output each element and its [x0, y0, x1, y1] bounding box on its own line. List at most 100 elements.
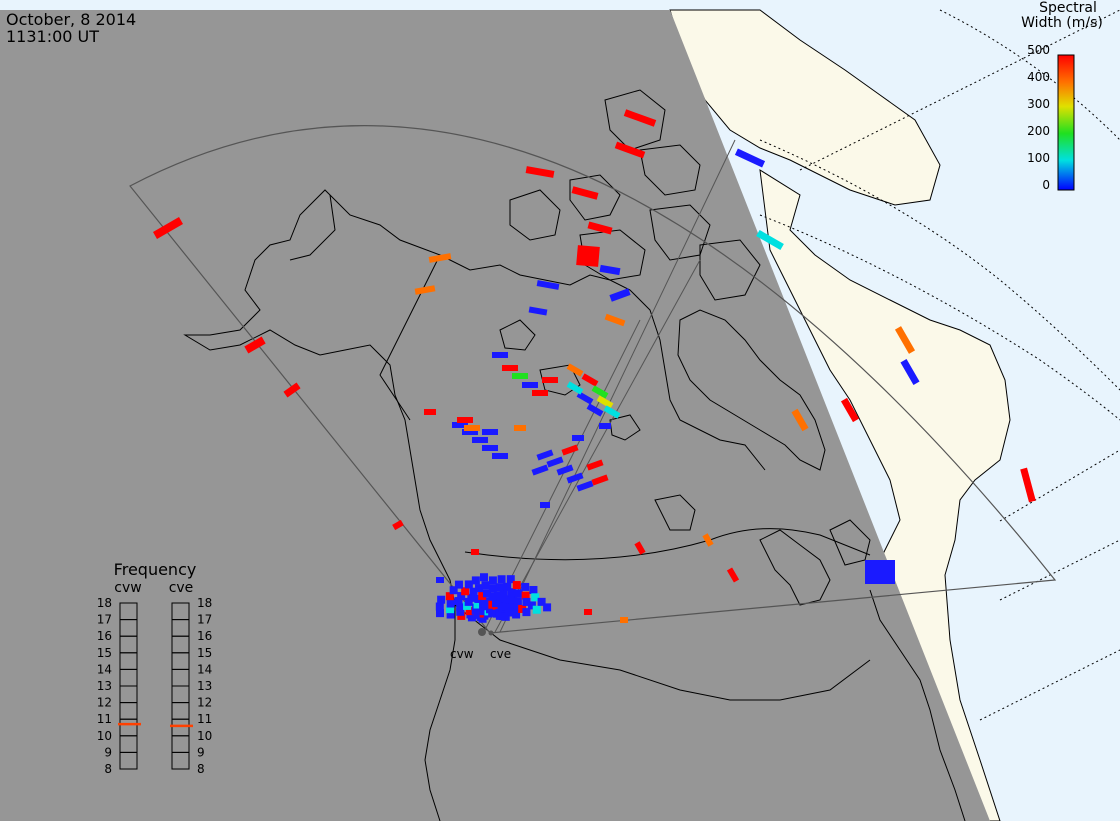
radar-echo-cell	[566, 472, 584, 484]
radar-echo-cell	[492, 352, 508, 358]
frequency-scale-label-cve: 13	[197, 679, 212, 693]
radar-echo-cell	[894, 326, 916, 354]
radar-echo-cell	[488, 584, 497, 593]
frequency-scale-label-cve: 9	[197, 745, 205, 759]
radar-echo-cell	[482, 589, 491, 598]
colorbar-tick-label: 500	[1027, 43, 1050, 57]
radar-echo-cell	[596, 395, 614, 409]
frequency-scale-label-cve: 17	[197, 613, 212, 627]
radar-echo-cell	[446, 605, 455, 614]
radar-echo-cell	[603, 405, 621, 419]
night-side-shade	[0, 10, 990, 821]
radar-echo-cell	[513, 597, 522, 606]
radar-site-label-cve: cve	[490, 647, 511, 661]
radar-echo-cell	[536, 280, 560, 290]
frequency-scale-label-cvw: 12	[97, 696, 112, 710]
radar-echo-cell	[634, 541, 646, 555]
radar-echo-cell	[501, 602, 510, 611]
radar-echo-cell	[561, 444, 579, 456]
frequency-scale-label-cvw: 8	[104, 762, 112, 776]
frequency-scale-label-cvw: 9	[104, 745, 112, 759]
radar-echo-cell	[496, 598, 505, 607]
radar-echo-cell	[508, 595, 517, 604]
radar-site-label-cvw: cvw	[450, 647, 474, 661]
radar-echo-cell	[495, 583, 504, 592]
radar-echo-cell	[454, 580, 463, 589]
radar-echo-cell	[478, 591, 487, 600]
frequency-scale-label-cve: 10	[197, 729, 212, 743]
radar-echo-cell	[546, 456, 564, 468]
frequency-scale-label-cvw: 15	[97, 646, 112, 660]
radar-echo-cell	[566, 381, 584, 395]
radar-echo-cell	[614, 141, 646, 159]
radar-echo-cell	[436, 577, 444, 583]
radar-echo-cell	[532, 605, 541, 614]
frequency-scale-label-cvw: 10	[97, 729, 112, 743]
radar-echo-cell	[457, 417, 473, 423]
radar-echo-cell	[556, 464, 574, 476]
colorbar-tick-label: 300	[1027, 97, 1050, 111]
radar-echo-cell	[521, 591, 530, 600]
radar-echo-cell	[571, 186, 599, 200]
radar-echo-cell	[503, 582, 512, 591]
radar-echo-cell	[586, 459, 604, 471]
radar-echo-cell	[462, 429, 478, 435]
radar-echo-cell	[446, 599, 455, 608]
date-label: October, 8 2014	[6, 10, 136, 29]
radar-echo-cell	[521, 582, 530, 591]
frequency-scale-label-cvw: 18	[97, 596, 112, 610]
radar-echo-cell	[531, 464, 549, 476]
political-boundaries	[379, 254, 871, 561]
frequency-scale-boxes	[119, 602, 190, 770]
radar-echo-cell	[512, 581, 521, 590]
radar-echo-cell	[518, 604, 527, 613]
radar-echo-cell	[449, 586, 458, 595]
frequency-scale-label-cvw: 11	[97, 712, 112, 726]
frequency-scale-label-cvw: 16	[97, 629, 112, 643]
frequency-scale-label-cve: 18	[197, 596, 212, 610]
frequency-scale-label-cve: 8	[197, 762, 205, 776]
frequency-radar-label-cvw: cvw	[114, 580, 141, 596]
radar-site-cve-marker[interactable]	[488, 630, 494, 636]
radar-echo-cell	[457, 592, 466, 601]
radar-echo-cell	[488, 576, 497, 585]
frequency-scale-box	[119, 751, 138, 770]
radar-echo-cell	[623, 109, 657, 127]
radar-echo-cell	[900, 358, 920, 386]
radar-echo-cell	[572, 435, 584, 441]
time-label: 1131:00 UT	[6, 27, 99, 46]
radar-echo-cell	[540, 502, 550, 508]
radar-echo-cell	[522, 608, 531, 617]
frequency-scale-label-cve: 12	[197, 696, 212, 710]
radar-echo-cell	[522, 597, 531, 606]
radar-echo-cell	[471, 576, 480, 585]
radar-echo-cell	[445, 592, 454, 601]
radar-echo-cell	[283, 382, 301, 398]
radar-echo-cell	[514, 425, 526, 431]
radar-echo-cell	[436, 609, 445, 618]
radar-echo-cell	[446, 610, 455, 619]
radar-sites: cvw cve	[450, 628, 511, 661]
radar-echo-cell	[734, 148, 766, 168]
radar-echo-cell	[587, 221, 613, 235]
radar-echo-cell	[591, 385, 609, 399]
colorbar-tick-label: 200	[1027, 124, 1050, 138]
radar-echo-cell	[491, 599, 500, 608]
radar-echo-cell	[531, 593, 540, 602]
radar-echo-cell	[536, 449, 554, 461]
frequency-scale-box	[171, 751, 190, 770]
radar-echo-cell	[467, 593, 476, 602]
radar-echo-cell	[456, 607, 465, 616]
radar-echo-cell	[428, 253, 452, 263]
frequency-title: Frequency	[114, 560, 197, 579]
radar-echo-cell	[529, 585, 538, 594]
geographic-grid	[759, 9, 1120, 721]
radar-echo-cell	[576, 245, 600, 267]
radar-echo-cell	[506, 602, 515, 611]
radar-site-cvw-marker[interactable]	[478, 628, 486, 636]
radar-echo-cell	[506, 575, 515, 584]
radar-echo-cell	[153, 217, 183, 239]
spectral-width-colorbar: Spectral Width (m/s) 500 400 300 200 100 0	[1021, 0, 1103, 192]
